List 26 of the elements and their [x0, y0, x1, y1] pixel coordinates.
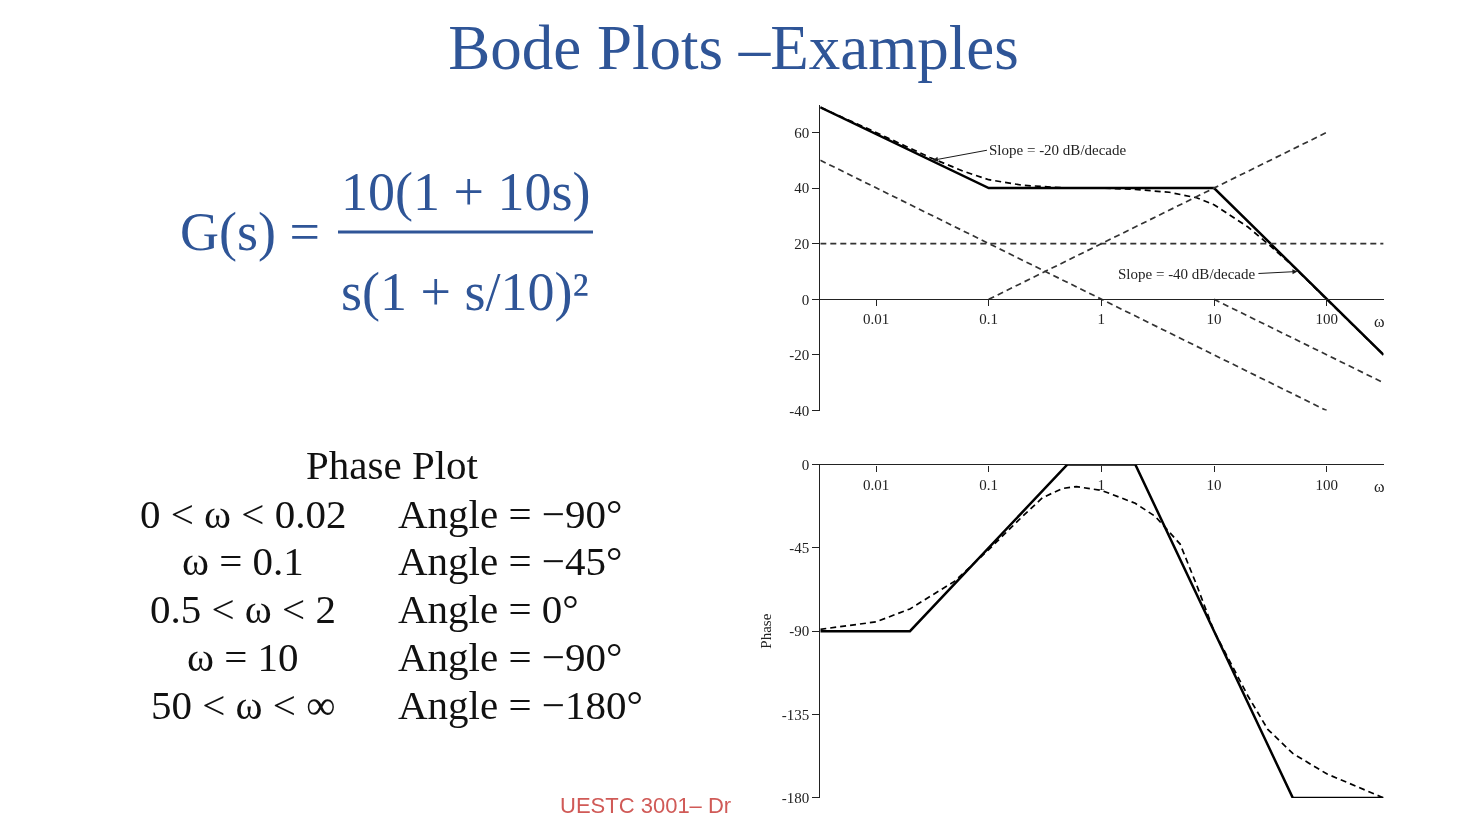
text: Phase Plot — [306, 442, 479, 488]
x-tick-label: 10 — [1206, 476, 1222, 493]
text: UESTC 3001– Dr — [560, 793, 732, 818]
x-tick-label: 1 — [1097, 476, 1106, 493]
y-tick-label: -90 — [789, 623, 810, 640]
text: Angle = 0° — [398, 586, 579, 632]
y-tick-label: -40 — [789, 402, 810, 419]
x-tick-label: 0.01 — [862, 476, 890, 493]
x-tick-label: 0.1 — [979, 476, 999, 493]
y-tick-label: -20 — [789, 347, 810, 364]
x-axis-title: ω — [1374, 478, 1385, 495]
y-tick-label: -180 — [781, 790, 810, 807]
y-tick-label: -45 — [789, 540, 810, 557]
x-tick-label: 100 — [1315, 476, 1338, 493]
text: Angle = −90° — [398, 634, 623, 680]
text: 0.5 < ω < 2 — [150, 586, 336, 632]
text: ω = 10 — [187, 634, 299, 680]
y-tick-label: 0 — [801, 456, 810, 473]
text: ω = 0.1 — [182, 538, 304, 584]
text: Angle = −180° — [398, 682, 643, 728]
y-axis-title: Phase — [757, 613, 774, 649]
text: 0 < ω < 0.02 — [140, 491, 347, 537]
text: Angle = −90° — [398, 491, 623, 537]
text: Angle = −45° — [398, 538, 623, 584]
text: 50 < ω < ∞ — [151, 682, 336, 728]
y-tick-label: -135 — [781, 706, 810, 723]
